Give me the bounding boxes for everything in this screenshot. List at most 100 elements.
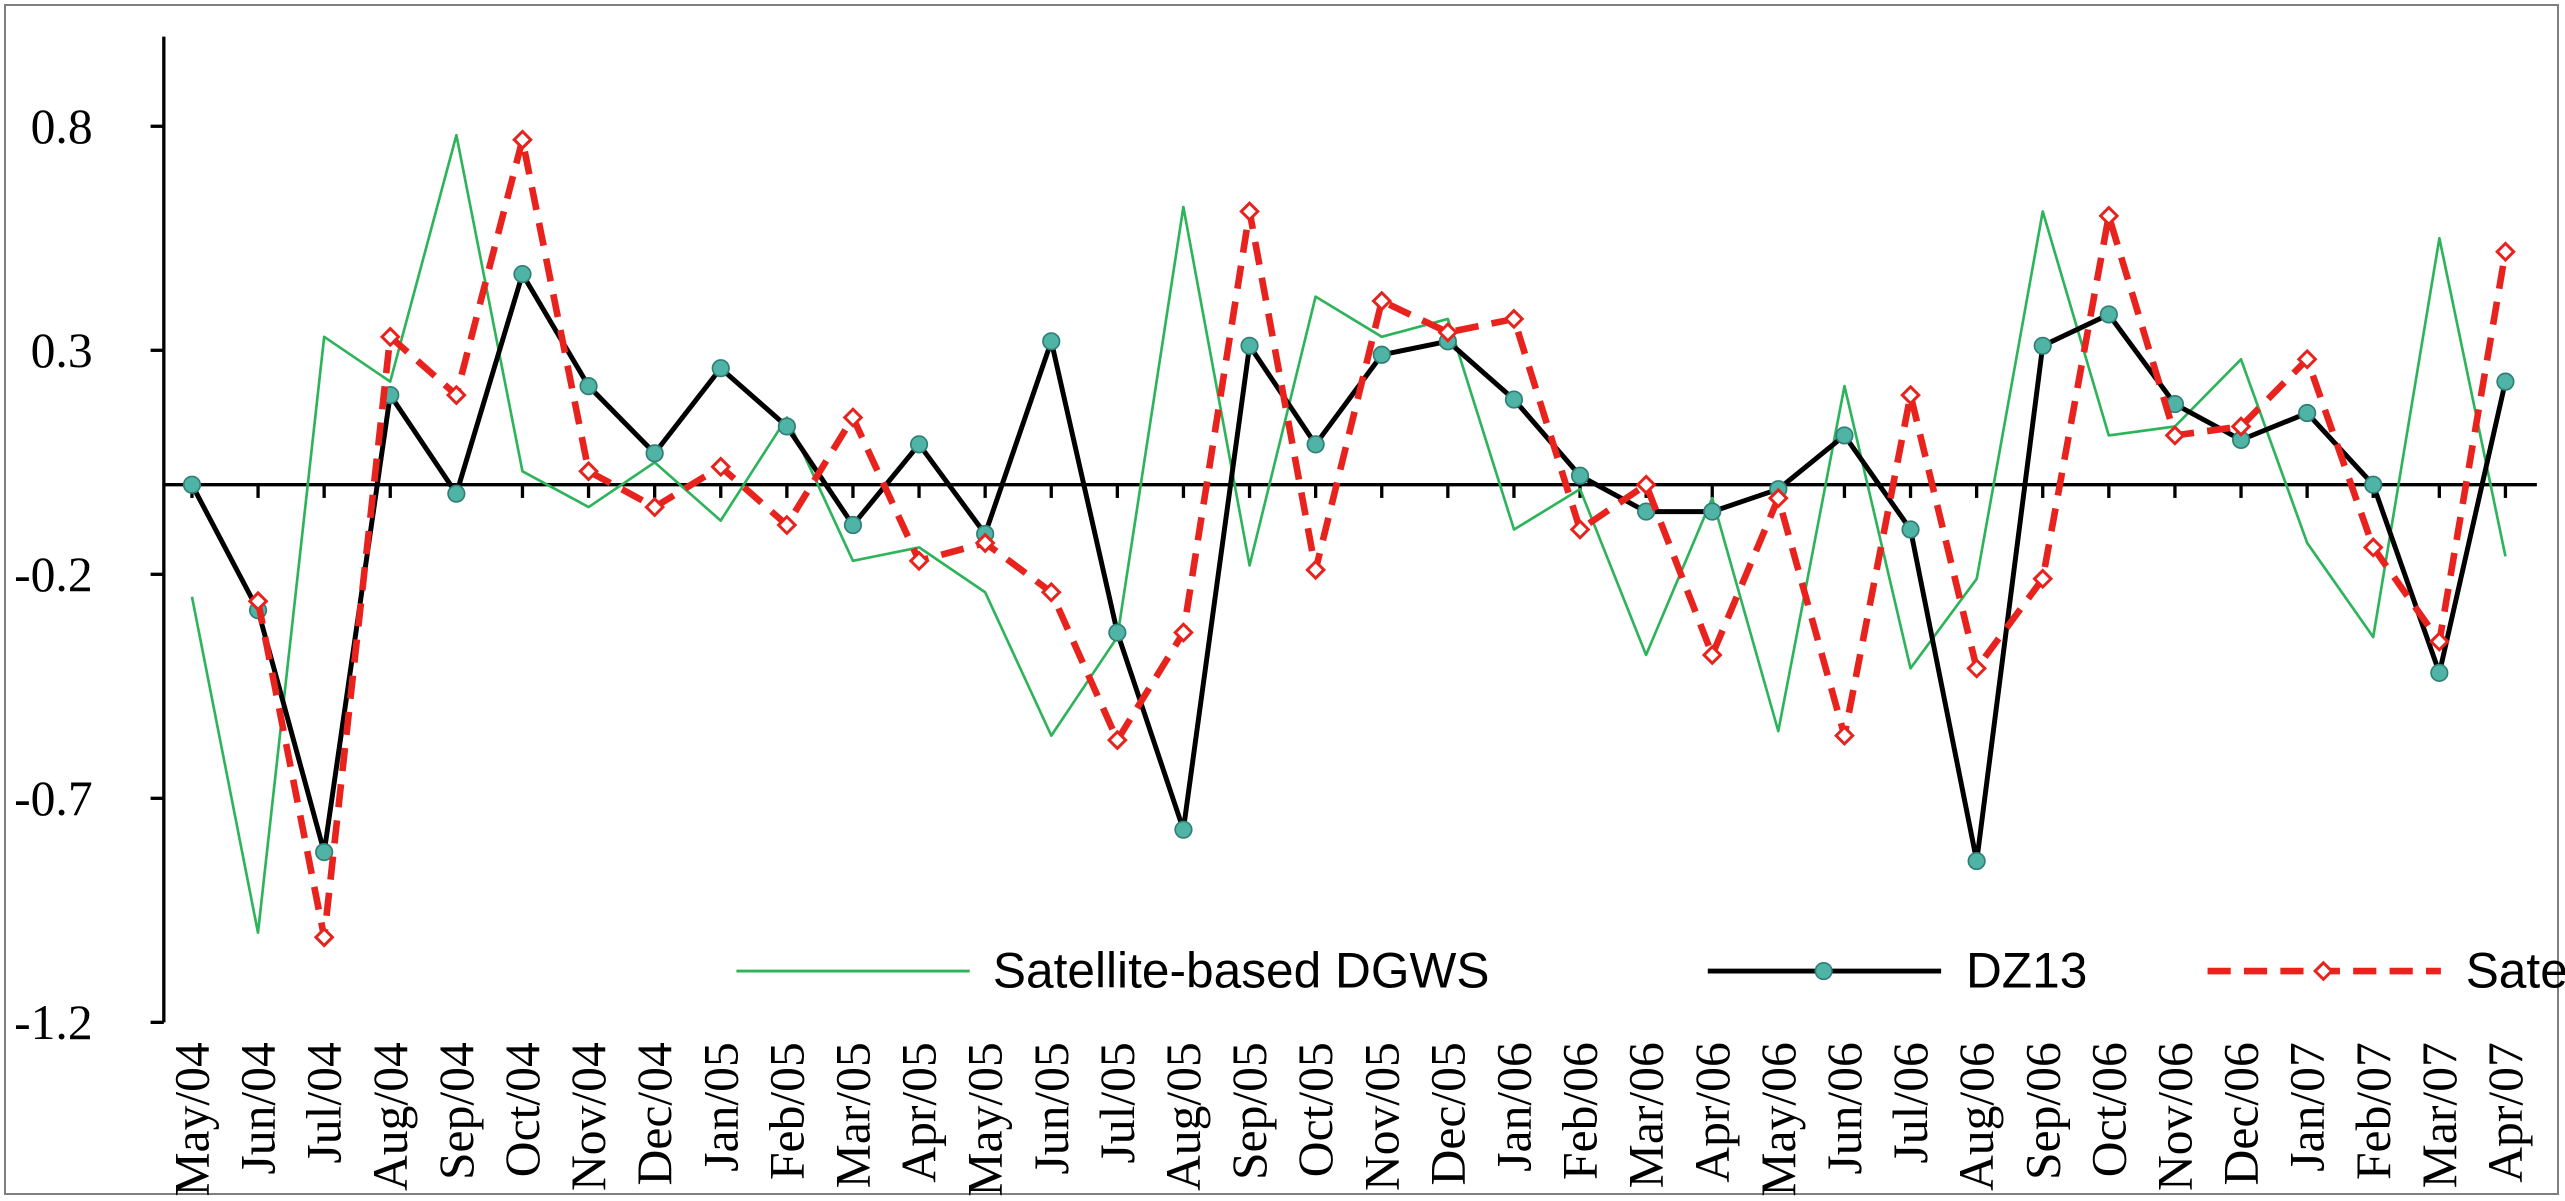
- data-point: [1635, 474, 1657, 496]
- legend-item-satellite-dgws: Satellite-based DGWS: [736, 943, 1489, 999]
- data-point: [1371, 290, 1393, 312]
- x-tick-label: Jun/04: [231, 1042, 286, 1175]
- data-point: [2099, 305, 2118, 324]
- data-point: [1570, 466, 1590, 485]
- data-point: [247, 590, 269, 612]
- y-tick-label: 0.8: [31, 99, 93, 154]
- data-point: [909, 435, 929, 454]
- data-point: [1637, 502, 1656, 521]
- data-point: [1504, 390, 1524, 409]
- legend-label: DZ13: [1966, 943, 2087, 999]
- x-tick-label: Apr/05: [892, 1042, 947, 1183]
- axes: [162, 36, 2537, 1023]
- data-point: [2495, 241, 2516, 263]
- x-tick-label: Aug/04: [363, 1042, 418, 1191]
- data-point: [2496, 372, 2515, 391]
- x-tick-label: Sep/06: [2015, 1042, 2070, 1180]
- y-tick-label: 0.3: [31, 323, 93, 378]
- data-point: [379, 326, 401, 348]
- data-point: [1437, 321, 1459, 343]
- y-tick-label: -0.2: [14, 547, 93, 602]
- x-tick-label: Jun/05: [1024, 1042, 1079, 1174]
- data-point: [1703, 502, 1722, 521]
- x-tick-label: May/04: [165, 1042, 220, 1197]
- data-point: [644, 496, 666, 518]
- x-tick-label: May/05: [958, 1042, 1013, 1196]
- x-tick-label: Oct/04: [495, 1042, 550, 1177]
- data-point: [1240, 336, 1259, 355]
- data-point: [2032, 568, 2054, 590]
- x-tick-label: Nov/06: [2147, 1042, 2202, 1191]
- data-point: [447, 484, 466, 503]
- x-tick-label: Dec/04: [627, 1042, 682, 1185]
- legend-item-satellite-dgws-delayed: Satellite-based DGWS delayed by one mont…: [2207, 943, 2565, 999]
- x-tick-label: Oct/06: [2081, 1042, 2136, 1177]
- data-point: [2164, 425, 2186, 446]
- x-tick-label: Jul/06: [1883, 1042, 1938, 1163]
- x-tick-label: May/06: [1751, 1042, 1806, 1196]
- x-tick-label: Jul/05: [1090, 1042, 1145, 1163]
- data-point: [315, 842, 334, 862]
- data-point: [2364, 475, 2383, 494]
- data-point: [1503, 308, 1525, 330]
- x-tick-label: Jun/06: [1817, 1042, 1872, 1174]
- x-axis-ticks: May/04 Jun/04 Jul/04 Aug/04 Sep/04 Oct/04 Nov/…: [165, 484, 2533, 1197]
- data-point: [512, 129, 533, 151]
- data-point: [1239, 201, 1260, 222]
- data-point: [1900, 384, 1921, 406]
- data-point: [2296, 348, 2318, 370]
- legend: Satellite-based DGWS DZ13 Satellite-based …: [736, 943, 2565, 999]
- x-tick-label: Mar/05: [825, 1042, 880, 1188]
- x-tick-label: Oct/05: [1288, 1042, 1343, 1177]
- data-point: [2298, 403, 2317, 423]
- data-point: [1372, 345, 1391, 364]
- series-layer: [182, 129, 2516, 948]
- y-tick-label: -1.2: [14, 995, 93, 1050]
- data-point: [908, 550, 930, 572]
- x-tick-label: Sep/05: [1222, 1042, 1277, 1180]
- legend-marker: [2313, 960, 2334, 982]
- data-point: [776, 514, 798, 536]
- x-tick-label: Apr/07: [2478, 1042, 2533, 1183]
- x-tick-label: Feb/07: [2346, 1042, 2401, 1180]
- x-tick-label: Jan/05: [693, 1042, 748, 1172]
- series-dz13: [182, 265, 2515, 871]
- data-point: [710, 456, 732, 478]
- x-tick-label: Feb/05: [759, 1042, 814, 1180]
- data-point: [2362, 537, 2384, 558]
- x-tick-label: Feb/06: [1553, 1042, 1608, 1180]
- data-point: [445, 384, 467, 406]
- data-point: [777, 417, 796, 436]
- data-point: [1173, 622, 1194, 643]
- x-tick-label: Mar/07: [2412, 1042, 2467, 1188]
- x-tick-label: Mar/06: [1619, 1042, 1674, 1188]
- data-point: [1042, 332, 1061, 351]
- legend-item-dz13: DZ13: [1707, 943, 2087, 999]
- series-satellite-dgws: [190, 133, 2507, 935]
- x-tick-label: Jul/04: [297, 1042, 352, 1163]
- series-line: [254, 136, 2509, 941]
- data-point: [2230, 416, 2252, 437]
- data-point: [2428, 631, 2450, 652]
- data-point: [313, 926, 335, 948]
- data-point: [1108, 623, 1127, 642]
- data-point: [1966, 658, 1988, 679]
- data-point: [842, 407, 864, 428]
- data-point: [1901, 520, 1920, 539]
- x-tick-label: Dec/06: [2214, 1042, 2269, 1185]
- x-tick-label: Jan/07: [2280, 1042, 2335, 1172]
- x-tick-label: Sep/04: [429, 1042, 484, 1180]
- chart-frame: [4, 4, 2559, 1195]
- data-point: [1767, 487, 1789, 509]
- data-point: [1835, 426, 1854, 445]
- data-point: [1569, 519, 1591, 540]
- series-satellite-dgws-delayed: [247, 129, 2516, 948]
- data-point: [513, 265, 532, 284]
- data-point: [1834, 725, 1855, 746]
- x-tick-label: Apr/06: [1685, 1042, 1740, 1183]
- x-tick-label: Jan/06: [1486, 1042, 1541, 1172]
- data-point: [182, 475, 202, 494]
- series-line: [190, 133, 2507, 935]
- data-point: [579, 377, 598, 396]
